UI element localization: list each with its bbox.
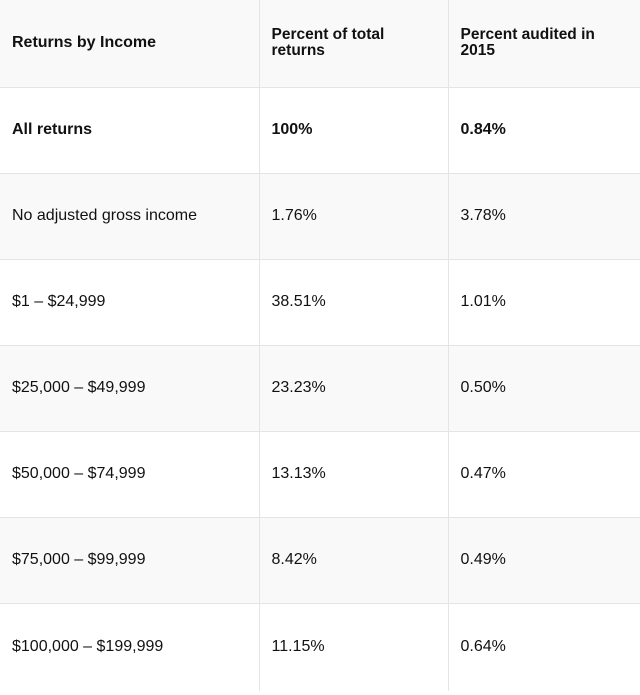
percent-of-total: 8.42%	[258, 516, 449, 604]
income-bracket: $25,000 – $49,999	[0, 344, 260, 432]
income-bracket: No adjusted gross income	[0, 172, 260, 260]
percent-of-total: 13.13%	[258, 430, 449, 518]
income-bracket: $100,000 – $199,999	[0, 602, 260, 691]
percent-audited: 0.49%	[447, 516, 640, 604]
table-header-row: Returns by Income Percent of total retur…	[0, 0, 640, 88]
table-row: $50,000 – $74,999 13.13% 0.47%	[0, 430, 640, 518]
percent-audited: 1.01%	[447, 258, 640, 346]
table-row: $100,000 – $199,999 11.15% 0.64%	[0, 602, 640, 691]
header-percent-of-total-returns: Percent of total returns	[258, 0, 449, 88]
percent-of-total: 38.51%	[258, 258, 449, 346]
table-row: $25,000 – $49,999 23.23% 0.50%	[0, 344, 640, 432]
percent-audited: 0.64%	[447, 602, 640, 691]
table-row: $1 – $24,999 38.51% 1.01%	[0, 258, 640, 346]
table-row: $75,000 – $99,999 8.42% 0.49%	[0, 516, 640, 604]
header-returns-by-income: Returns by Income	[0, 0, 260, 88]
percent-of-total: 100%	[258, 86, 449, 174]
percent-of-total: 11.15%	[258, 602, 449, 691]
percent-audited: 0.47%	[447, 430, 640, 518]
income-bracket: All returns	[0, 86, 260, 174]
income-bracket: $1 – $24,999	[0, 258, 260, 346]
table-row: No adjusted gross income 1.76% 3.78%	[0, 172, 640, 260]
percent-audited: 0.50%	[447, 344, 640, 432]
percent-of-total: 1.76%	[258, 172, 449, 260]
income-bracket: $50,000 – $74,999	[0, 430, 260, 518]
percent-of-total: 23.23%	[258, 344, 449, 432]
table-row: All returns 100% 0.84%	[0, 86, 640, 174]
percent-audited: 3.78%	[447, 172, 640, 260]
percent-audited: 0.84%	[447, 86, 640, 174]
header-percent-audited: Percent audited in 2015	[447, 0, 640, 88]
income-bracket: $75,000 – $99,999	[0, 516, 260, 604]
